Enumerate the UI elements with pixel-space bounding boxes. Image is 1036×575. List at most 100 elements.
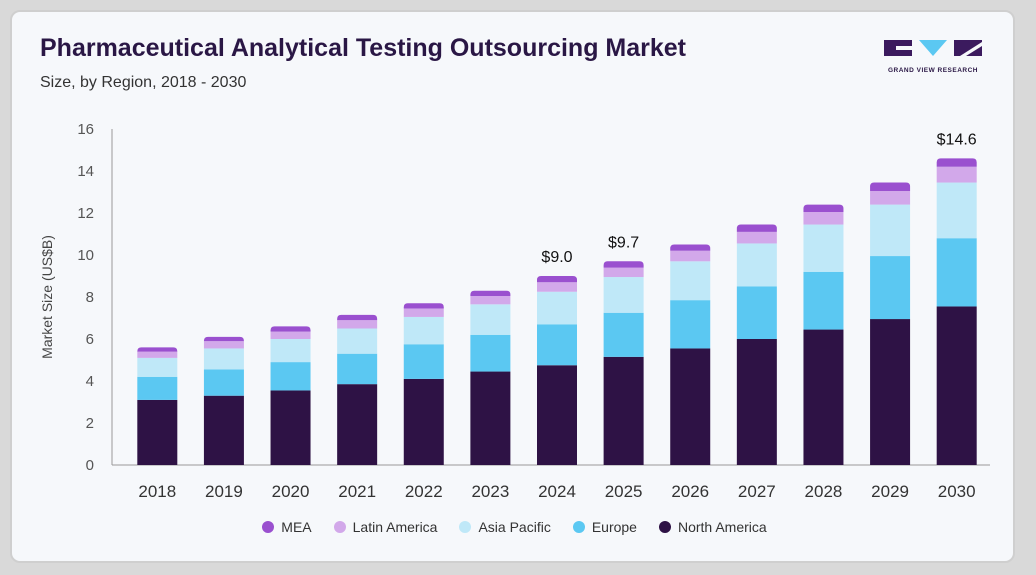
bar-segment-asia-pacific xyxy=(337,328,378,354)
bar-segment-latin-america xyxy=(736,231,777,244)
bar-segment-latin-america xyxy=(537,282,577,292)
x-tick-label: 2019 xyxy=(205,482,243,501)
x-tick-label: 2026 xyxy=(671,482,709,501)
bar-segment-north-america xyxy=(936,306,977,465)
legend-label: Asia Pacific xyxy=(478,519,551,535)
bar-segment-europe xyxy=(537,324,577,366)
legend-item-latin-america: Latin America xyxy=(333,519,437,535)
bar-segment-mea xyxy=(403,303,444,309)
bar-segment-europe xyxy=(936,238,977,307)
bar-segment-north-america xyxy=(736,339,777,465)
bar-segment-asia-pacific xyxy=(603,277,644,313)
legend-label: MEA xyxy=(281,519,312,535)
bar-segment-europe xyxy=(137,376,178,400)
total-data-label: $14.6 xyxy=(937,131,977,148)
x-tick-label: 2022 xyxy=(405,482,443,501)
logo-text: GRAND VIEW RESEARCH xyxy=(887,67,979,74)
bar-segment-asia-pacific xyxy=(870,204,911,257)
bar-segment-latin-america xyxy=(137,351,178,358)
bar-segment-asia-pacific xyxy=(203,348,244,370)
bar-segment-asia-pacific xyxy=(137,357,178,377)
logo-mark-icon xyxy=(884,40,982,56)
legend-swatch xyxy=(658,521,671,533)
legend-swatch xyxy=(262,521,275,533)
x-tick-label: 2025 xyxy=(605,482,643,501)
chart-card: Pharmaceutical Analytical Testing Outsou… xyxy=(10,10,1015,563)
bar-segment-latin-america xyxy=(670,250,711,262)
bar-segment-asia-pacific xyxy=(403,316,444,345)
bar-segment-mea xyxy=(137,347,178,352)
bar-segment-europe xyxy=(270,362,311,391)
bar-segment-europe xyxy=(670,300,711,349)
y-tick-label: 8 xyxy=(86,289,94,306)
y-tick-label: 4 xyxy=(86,373,94,390)
bar-segment-europe xyxy=(337,353,378,385)
bar-segment-north-america xyxy=(403,378,444,465)
bar-segment-north-america xyxy=(537,365,577,465)
bar-segment-europe xyxy=(203,369,244,396)
bar-segment-latin-america xyxy=(803,211,844,225)
bar-segment-asia-pacific xyxy=(537,291,577,325)
bar-segment-mea xyxy=(337,314,378,321)
bar-segment-europe xyxy=(603,312,644,357)
bar-segment-latin-america xyxy=(337,320,378,329)
bar-segment-asia-pacific xyxy=(803,224,844,272)
x-tick-label: 2020 xyxy=(272,482,310,501)
bar-segment-mea xyxy=(537,276,577,283)
bar-segment-mea xyxy=(603,261,644,268)
bar-segment-north-america xyxy=(803,329,844,465)
y-tick-label: 16 xyxy=(77,121,94,138)
bar-segment-mea xyxy=(670,244,711,251)
bar-segment-europe xyxy=(870,256,911,320)
y-tick-label: 6 xyxy=(86,331,94,348)
x-tick-label: 2030 xyxy=(938,482,976,501)
y-tick-label: 10 xyxy=(77,247,94,264)
bar-segment-europe xyxy=(403,344,444,379)
bar-segment-mea xyxy=(203,336,244,342)
x-tick-label: 2028 xyxy=(805,482,843,501)
y-tick-label: 12 xyxy=(77,205,94,222)
total-data-label: $9.7 xyxy=(608,234,639,251)
bar-segment-mea xyxy=(870,182,911,191)
x-tick-label: 2027 xyxy=(738,482,776,501)
legend-item-europe: Europe xyxy=(572,519,637,535)
y-tick-label: 0 xyxy=(86,457,94,474)
chart-title: Pharmaceutical Analytical Testing Outsou… xyxy=(40,34,687,62)
y-tick-label: 2 xyxy=(86,415,94,432)
bar-segment-asia-pacific xyxy=(270,339,311,363)
legend-item-mea: MEA xyxy=(262,519,312,535)
bar-segment-north-america xyxy=(670,348,711,465)
total-data-label: $9.0 xyxy=(541,249,572,266)
bar-segment-north-america xyxy=(870,319,911,465)
bar-segment-latin-america xyxy=(603,267,644,278)
legend-label: Europe xyxy=(591,519,637,535)
bar-segment-asia-pacific xyxy=(670,261,711,301)
bar-segment-europe xyxy=(736,286,777,339)
bar-segment-europe xyxy=(470,334,511,372)
x-tick-label: 2021 xyxy=(338,482,376,501)
bar-segment-north-america xyxy=(337,384,378,465)
bar-segment-mea xyxy=(803,204,844,212)
legend-item-asia-pacific: Asia Pacific xyxy=(459,519,551,535)
bar-segment-latin-america xyxy=(403,308,444,317)
bar-segment-north-america xyxy=(470,371,511,465)
bar-segment-latin-america xyxy=(470,295,511,305)
y-tick-label: 14 xyxy=(77,163,94,180)
bar-segment-asia-pacific xyxy=(936,182,977,239)
bar-segment-asia-pacific xyxy=(736,243,777,287)
chart-subtitle: Size, by Region, 2018 - 2030 xyxy=(40,74,247,91)
bar-segment-north-america xyxy=(203,395,244,465)
stacked-bar-chart: 0 2 4 6 8 10 12 14 16 Market Size (US$B) 2018 2019 2… xyxy=(39,121,990,501)
bar-segment-mea xyxy=(936,158,977,167)
bar-segment-north-america xyxy=(603,356,644,465)
legend-label: North America xyxy=(677,519,767,535)
bar-segment-north-america xyxy=(137,399,178,465)
grand-view-research-logo: GRAND VIEW RESEARCH xyxy=(882,36,984,82)
bar-segment-mea xyxy=(470,290,511,296)
legend-swatch xyxy=(459,521,472,533)
bar-segment-latin-america xyxy=(203,341,244,349)
legend-swatch xyxy=(572,521,585,533)
legend-item-north-america: North America xyxy=(658,519,767,535)
bar-segment-europe xyxy=(803,271,844,330)
x-tick-label: 2018 xyxy=(138,482,176,501)
